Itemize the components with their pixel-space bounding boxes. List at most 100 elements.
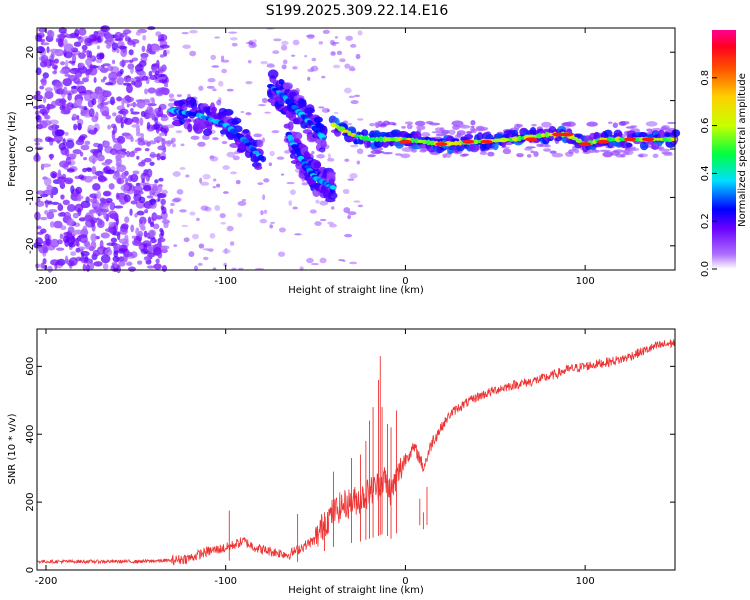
noise-blob <box>111 131 116 141</box>
noise-blob <box>105 114 112 120</box>
noise-blob <box>68 242 76 248</box>
noise-blob <box>104 248 113 256</box>
x-tick-label: -200 <box>35 576 58 587</box>
noise-blob <box>304 54 308 58</box>
noise-blob <box>75 186 83 194</box>
spectrogram-y-label: Frequency (Hz) <box>7 111 18 187</box>
noise-blob <box>40 42 50 46</box>
noise-blob <box>230 37 238 41</box>
ridge-core <box>410 137 415 144</box>
noise-blob <box>131 57 139 62</box>
noise-blob <box>66 103 72 108</box>
noise-blob <box>60 194 65 200</box>
noise-blob <box>149 221 155 228</box>
noise-blob <box>502 148 512 155</box>
noise-blob <box>401 126 406 129</box>
noise-blob <box>347 211 357 216</box>
noise-blob <box>414 120 426 127</box>
noise-blob <box>314 221 322 226</box>
noise-blob <box>357 204 364 208</box>
noise-blob <box>74 80 85 85</box>
noise-blob <box>348 95 355 99</box>
ridge-core <box>257 154 264 161</box>
noise-blob <box>67 218 75 227</box>
noise-blob <box>185 174 190 178</box>
noise-blob <box>126 261 133 266</box>
noise-blob <box>50 171 58 179</box>
noise-blob <box>190 135 200 140</box>
noise-blob <box>88 129 96 135</box>
noise-blob <box>45 238 52 247</box>
y-tick-label: 10 <box>25 94 36 107</box>
noise-blob <box>78 105 86 109</box>
noise-blob <box>112 59 116 65</box>
noise-blob <box>328 223 337 228</box>
noise-blob <box>179 167 186 170</box>
noise-blob <box>60 109 71 115</box>
noise-blob <box>99 67 109 74</box>
ridge-blob <box>282 82 293 90</box>
noise-blob <box>551 152 564 158</box>
noise-blob <box>46 185 54 192</box>
noise-blob <box>133 79 143 88</box>
noise-blob <box>74 203 84 213</box>
noise-blob <box>130 111 140 115</box>
noise-blob <box>221 140 228 145</box>
y-tick-label: 0 <box>25 567 36 573</box>
noise-blob <box>138 196 146 204</box>
noise-blob <box>431 131 444 134</box>
snr-series-line <box>36 339 676 566</box>
ridge-blob <box>254 165 263 170</box>
noise-blob <box>139 60 147 67</box>
noise-blob <box>612 122 618 129</box>
snr-panel: -200 -100 0 100 0 200 400 600 Height of straig… <box>7 328 676 596</box>
noise-blob <box>212 267 217 271</box>
noise-blob <box>357 118 364 121</box>
noise-blob <box>135 182 141 187</box>
noise-blob <box>200 205 209 211</box>
noise-blob <box>151 63 158 68</box>
noise-blob <box>369 122 376 127</box>
noise-blob <box>82 49 87 53</box>
noise-blob <box>374 121 383 126</box>
x-tick-label: 100 <box>576 576 595 587</box>
noise-blob <box>470 120 476 126</box>
noise-blob <box>125 177 129 184</box>
noise-blob <box>419 149 427 153</box>
noise-blob <box>118 256 125 262</box>
noise-blob <box>133 185 143 193</box>
noise-blob <box>76 98 83 106</box>
noise-blob <box>141 222 145 230</box>
ridge-core <box>252 150 260 155</box>
ridge-blob <box>298 98 307 109</box>
ridge-blob <box>223 110 232 115</box>
noise-blob <box>82 167 88 173</box>
snr-y-label: SNR (10 * v/v) <box>7 413 18 484</box>
noise-blob <box>237 267 244 270</box>
noise-blob <box>154 179 159 184</box>
noise-blob <box>270 221 275 224</box>
noise-blob <box>342 188 350 194</box>
noise-blob <box>131 235 137 239</box>
noise-blob <box>56 88 65 95</box>
ridge-core <box>354 134 361 138</box>
noise-blob <box>64 59 69 69</box>
noise-blob <box>188 251 195 257</box>
noise-blob <box>160 118 167 122</box>
noise-blob <box>213 178 217 182</box>
noise-blob <box>70 85 78 89</box>
noise-blob <box>51 201 60 205</box>
noise-blob <box>568 149 574 155</box>
noise-blob <box>112 112 117 117</box>
noise-blob <box>209 233 216 239</box>
noise-blob <box>159 44 170 49</box>
figure-title: S199.2025.309.22.14.E16 <box>266 3 449 19</box>
ridge-core <box>666 136 674 143</box>
noise-blob <box>67 153 77 158</box>
noise-blob <box>326 108 330 113</box>
noise-blob <box>114 205 124 209</box>
noise-blob <box>135 131 142 137</box>
noise-blob <box>102 191 111 197</box>
noise-blob <box>85 70 91 76</box>
noise-blob <box>659 148 671 152</box>
